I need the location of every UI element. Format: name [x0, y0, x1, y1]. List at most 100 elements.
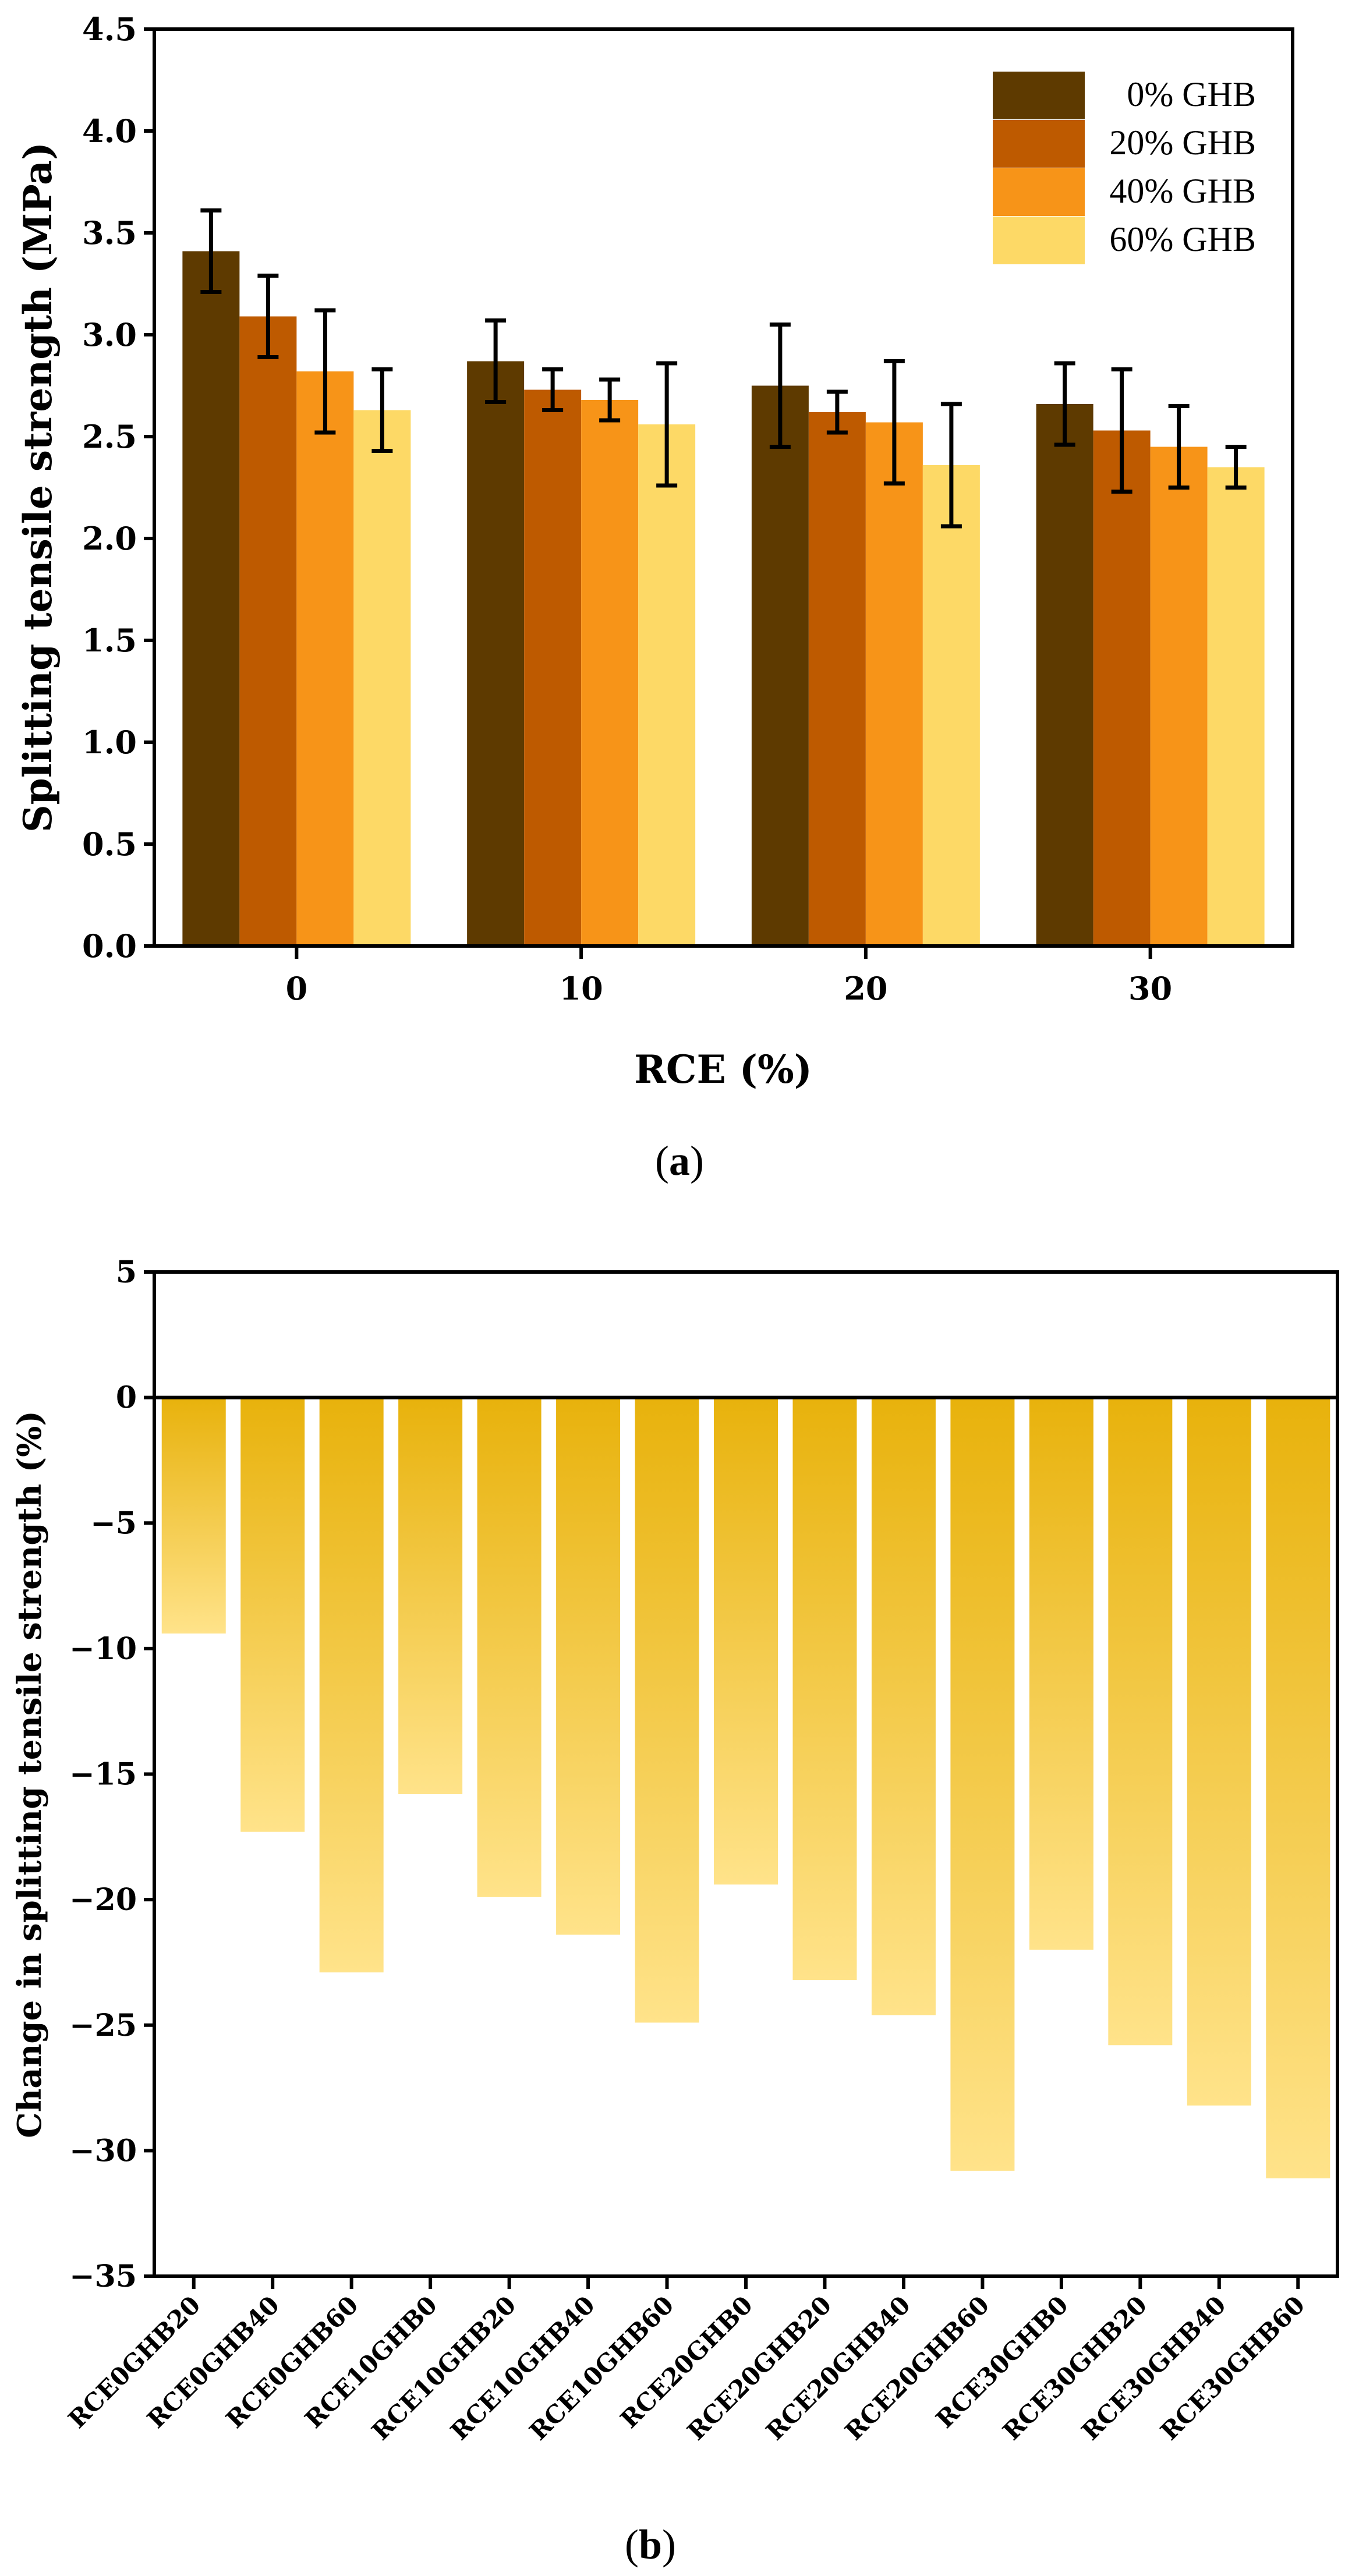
legend-swatch: [993, 168, 1085, 216]
error-bar: [940, 402, 962, 529]
chart-b-bars: [161, 1397, 1330, 2178]
bar-rce20ghb0: [714, 1397, 778, 1885]
x-tick-label: RCE0GHB60: [221, 2290, 364, 2433]
y-tick-label: 1.5: [82, 622, 137, 659]
y-tick-label: 4.0: [82, 112, 137, 150]
y-tick-label: 4.5: [82, 10, 137, 48]
x-tick-label: RCE20GHB0: [615, 2290, 758, 2433]
chart-a-y-axis: 0.0 0.5 1.0 1.5 2.0 2.5 3.0 3.5 4.0 4.5: [82, 10, 154, 965]
error-bar: [314, 308, 336, 435]
y-tick-label: 5: [116, 1255, 137, 1290]
y-tick-label: 0.0: [82, 927, 137, 965]
x-tick-label: RCE10GHB40: [445, 2290, 600, 2446]
chart-b-caption: (b): [625, 2521, 676, 2568]
chart-b-y-axis-title: Change in splitting tensile strength (%): [10, 1411, 49, 2138]
chart-a-x-axis: 0 10 20 30: [286, 946, 1172, 1007]
bar-30-60-ghb: [1207, 467, 1265, 946]
legend-label: 40% GHB: [1109, 172, 1256, 210]
chart-b: 5 0 −5 −10 −15 −20 −25 −30 −35 RCE0GHB20RCE0GHB4…: [10, 1255, 1339, 2568]
bar-rce30ghb20: [1108, 1397, 1173, 2046]
bar-rce0ghb20: [161, 1397, 226, 1634]
y-tick-label: 1.0: [82, 724, 137, 761]
bar-0-20-ghb: [239, 316, 297, 946]
legend-swatch: [993, 120, 1085, 168]
legend-label: 60% GHB: [1109, 220, 1256, 258]
chart-b-y-axis: 5 0 −5 −10 −15 −20 −25 −30 −35: [69, 1255, 154, 2294]
bar-30-40-ghb: [1150, 447, 1208, 946]
error-bar: [1111, 367, 1132, 494]
bar-20-20-ghb: [808, 412, 866, 946]
x-tick-label: 20: [844, 970, 887, 1007]
y-tick-label: 3.0: [82, 316, 137, 353]
y-tick-label: 0: [116, 1380, 137, 1416]
y-tick-label: −15: [69, 1757, 137, 1792]
x-tick-label: 0: [286, 970, 308, 1007]
x-tick-label: RCE10GHB0: [299, 2290, 443, 2433]
bar-rce10ghb40: [556, 1397, 621, 1935]
bar-rce30ghb60: [1266, 1397, 1330, 2178]
x-tick-label: RCE20GHB40: [760, 2290, 916, 2446]
y-tick-label: −35: [69, 2259, 137, 2294]
chart-a-plot-frame: [153, 27, 1294, 948]
error-bar: [656, 361, 678, 488]
bar-30-0-ghb: [1036, 404, 1093, 946]
bar-rce10ghb0: [398, 1397, 463, 1794]
x-tick-label: RCE10GHB60: [524, 2290, 680, 2446]
error-bar: [257, 274, 279, 359]
error-bar: [371, 367, 393, 453]
chart-a: 0.0 0.5 1.0 1.5 2.0 2.5 3.0 3.5 4.0 4.5 0 10 20 30 0…: [15, 10, 1294, 1184]
x-tick-label: 10: [560, 970, 603, 1007]
bar-rce10ghb60: [635, 1397, 699, 2023]
y-tick-label: 3.5: [82, 214, 137, 251]
legend-label: 20% GHB: [1109, 123, 1256, 162]
error-bar: [769, 323, 791, 449]
bar-rce20ghb20: [792, 1397, 857, 1980]
bar-rce30ghb0: [1029, 1397, 1093, 1950]
chart-a-caption: (a): [655, 1138, 704, 1184]
bar-20-60-ghb: [922, 465, 980, 946]
y-tick-label: 0.5: [82, 825, 137, 863]
x-tick-label: RCE30GHB60: [1155, 2290, 1311, 2446]
x-tick-label: RCE20GHB20: [682, 2290, 837, 2446]
chart-a-y-axis-title: Splitting tensile strength (MPa): [15, 142, 61, 832]
y-tick-label: −10: [69, 1631, 137, 1667]
y-tick-label: 2.5: [82, 418, 137, 455]
bar-10-20-ghb: [524, 389, 582, 946]
y-tick-label: −5: [90, 1505, 137, 1541]
bar-20-40-ghb: [865, 422, 923, 946]
chart-b-x-axis: RCE0GHB20RCE0GHB40RCE0GHB60RCE10GHB0RCE1…: [63, 2276, 1311, 2446]
legend-label: 0% GHB: [1127, 75, 1256, 114]
x-tick-label: RCE0GHB40: [141, 2290, 285, 2433]
error-bar: [1168, 404, 1190, 490]
bar-30-20-ghb: [1093, 430, 1151, 946]
x-tick-label: 30: [1128, 970, 1172, 1007]
bar-10-40-ghb: [581, 400, 639, 946]
error-bar: [485, 318, 507, 404]
bar-10-0-ghb: [467, 361, 525, 946]
bar-rce30ghb40: [1187, 1397, 1251, 2106]
bar-0-60-ghb: [353, 410, 411, 946]
x-tick-label: RCE30GHB20: [997, 2290, 1153, 2446]
bar-10-60-ghb: [638, 424, 696, 946]
error-bar: [542, 367, 564, 412]
chart-a-error-bars: [200, 208, 1247, 529]
chart-a-bars: [182, 251, 1265, 946]
y-tick-label: −25: [69, 2008, 137, 2043]
chart-a-legend: 0% GHB 20% GHB 40% GHB 60% GHB: [993, 72, 1256, 264]
chart-a-x-axis-title: RCE (%): [634, 1047, 812, 1092]
x-tick-label: RCE0GHB20: [63, 2290, 206, 2433]
bar-20-0-ghb: [751, 385, 809, 946]
y-tick-label: −20: [69, 1882, 137, 1918]
error-bar: [826, 389, 848, 435]
bar-rce20ghb60: [950, 1397, 1015, 2171]
bar-0-40-ghb: [296, 371, 354, 946]
legend-swatch: [993, 217, 1085, 264]
y-tick-label: −30: [69, 2133, 137, 2168]
bar-rce10ghb20: [477, 1397, 542, 1897]
bar-rce20ghb40: [871, 1397, 936, 2015]
error-bar: [1225, 445, 1247, 490]
y-tick-label: 2.0: [82, 520, 137, 557]
error-bar: [599, 377, 621, 423]
bar-0-0-ghb: [182, 251, 240, 946]
x-tick-label: RCE20GHB60: [840, 2290, 995, 2446]
